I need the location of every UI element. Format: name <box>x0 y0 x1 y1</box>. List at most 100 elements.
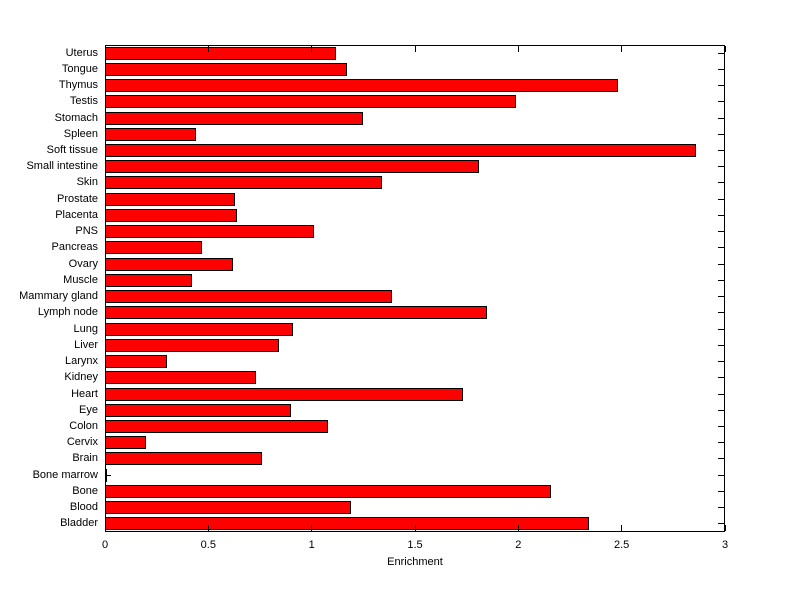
y-axis-label: Bone marrow <box>32 469 98 481</box>
bar-lung <box>105 323 293 336</box>
y-axis-label: Pancreas <box>51 241 98 253</box>
y-tick-right <box>718 507 724 509</box>
y-axis-label: Testis <box>69 95 98 107</box>
y-axis-label: Small intestine <box>26 160 98 172</box>
x-tick-label: 3 <box>721 539 729 551</box>
x-tick-top <box>414 46 416 52</box>
y-tick-right <box>718 409 724 411</box>
y-tick-right <box>718 101 724 103</box>
bar-thymus <box>105 79 618 92</box>
plot-area <box>105 45 725 532</box>
x-tick-bottom <box>621 525 623 531</box>
y-tick-right <box>718 166 724 168</box>
bar-mammary-gland <box>105 290 392 303</box>
x-tick-label: 2.5 <box>614 539 630 551</box>
x-tick-top <box>207 46 209 52</box>
y-tick-right <box>718 117 724 119</box>
x-tick-label: 0.5 <box>200 539 216 551</box>
x-tick-bottom <box>207 525 209 531</box>
x-tick-label: 2 <box>515 539 522 551</box>
y-axis-label: Uterus <box>65 47 98 59</box>
x-tick-bottom <box>104 525 106 531</box>
y-tick-right <box>718 361 724 363</box>
y-axis-label: Stomach <box>54 112 98 124</box>
y-axis-label: Placenta <box>55 209 98 221</box>
y-tick-right <box>718 52 724 54</box>
y-tick-right <box>718 425 724 427</box>
y-axis-label: Liver <box>74 339 98 351</box>
bar-muscle <box>105 274 192 287</box>
y-tick-right <box>718 247 724 249</box>
y-axis-label: Heart <box>71 388 98 400</box>
bar-soft-tissue <box>105 144 696 157</box>
y-axis-label: Skin <box>76 176 98 188</box>
y-axis-label: Lymph node <box>37 306 98 318</box>
y-axis-label: Ovary <box>68 258 98 270</box>
y-axis-label: Colon <box>69 420 98 432</box>
y-axis-label: Lung <box>73 323 98 335</box>
y-tick-right <box>718 85 724 87</box>
x-tick-top <box>621 46 623 52</box>
y-tick-right <box>718 312 724 314</box>
x-tick-top <box>517 46 519 52</box>
y-tick-right <box>718 263 724 265</box>
x-tick-label: 1.5 <box>407 539 423 551</box>
y-tick-right <box>718 198 724 200</box>
bar-larynx <box>105 355 167 368</box>
y-axis-label: Spleen <box>63 128 98 140</box>
x-tick-top <box>311 46 313 52</box>
bar-stomach <box>105 112 363 125</box>
y-tick-right <box>718 490 724 492</box>
bar-liver <box>105 339 279 352</box>
x-tick-bottom <box>414 525 416 531</box>
y-axis-label: Thymus <box>58 79 98 91</box>
y-tick-right <box>718 214 724 216</box>
x-tick-label: 0 <box>101 539 109 551</box>
y-tick-right <box>718 442 724 444</box>
bar-cervix <box>105 436 146 449</box>
bar-colon <box>105 420 328 433</box>
bar-bladder <box>105 517 589 530</box>
y-tick-right <box>718 474 724 476</box>
bar-prostate <box>105 193 235 206</box>
y-tick-right <box>718 344 724 346</box>
bar-bone-marrow <box>105 469 107 482</box>
y-tick-right <box>718 523 724 525</box>
bar-small-intestine <box>105 160 479 173</box>
y-axis-label: Soft tissue <box>46 144 98 156</box>
y-axis-label: Prostate <box>57 193 98 205</box>
y-axis-label: PNS <box>75 225 98 237</box>
bar-skin <box>105 176 382 189</box>
bar-spleen <box>105 128 196 141</box>
x-tick-bottom <box>517 525 519 531</box>
y-tick-right <box>718 393 724 395</box>
y-tick-right <box>718 328 724 330</box>
y-axis-label: Kidney <box>64 371 98 383</box>
y-tick-right <box>718 182 724 184</box>
y-axis-label: Mammary gland <box>19 290 98 302</box>
y-axis-label: Eye <box>79 404 98 416</box>
bar-blood <box>105 501 351 514</box>
y-axis-label: Blood <box>69 501 98 513</box>
bar-placenta <box>105 209 237 222</box>
bar-tongue <box>105 63 347 76</box>
y-axis-label: Bone <box>72 485 98 497</box>
bar-testis <box>105 95 516 108</box>
y-tick-right <box>718 377 724 379</box>
x-tick-bottom <box>724 525 726 531</box>
bar-ovary <box>105 258 233 271</box>
x-tick-label: 1 <box>308 539 315 551</box>
x-tick-top <box>724 46 726 52</box>
y-tick-right <box>718 458 724 460</box>
y-tick-right <box>718 279 724 281</box>
bar-lymph-node <box>105 306 487 319</box>
y-axis-label: Brain <box>72 452 98 464</box>
x-axis-title: Enrichment <box>387 556 443 568</box>
y-axis-label: Larynx <box>64 355 98 367</box>
x-tick-bottom <box>311 525 313 531</box>
bar-pancreas <box>105 241 202 254</box>
y-tick-right <box>718 296 724 298</box>
bar-heart <box>105 388 463 401</box>
bar-kidney <box>105 371 256 384</box>
